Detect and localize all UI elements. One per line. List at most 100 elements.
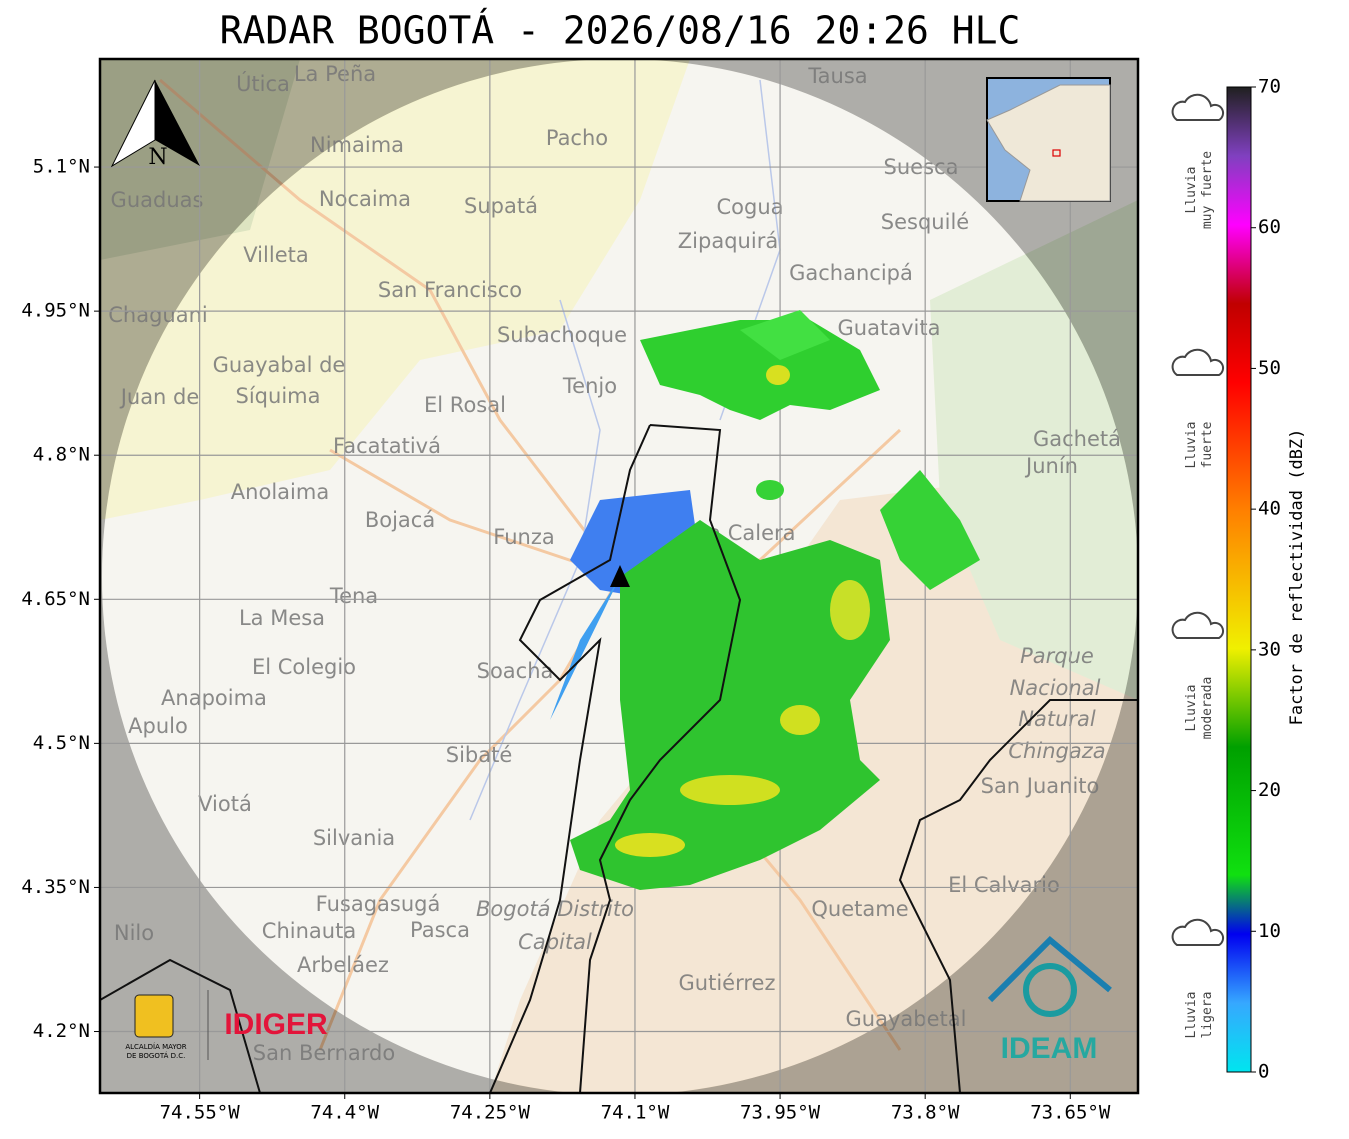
radar-site xyxy=(610,565,630,587)
colorbar xyxy=(1226,86,1252,1073)
place-label: Guatavita xyxy=(838,316,941,340)
grid xyxy=(100,59,1138,1093)
y-tick-label: 4.35°N xyxy=(21,876,90,898)
x-tick-label: 74.55°W xyxy=(160,1102,241,1124)
place-label: Chingaza xyxy=(1008,739,1105,763)
place-label: Facatativá xyxy=(333,434,441,458)
place-label: Junín xyxy=(1024,454,1078,478)
place-label: San Juanito xyxy=(981,774,1100,798)
colorbar-ticks: 0 10 20 30 40 50 60 70 xyxy=(1251,76,1281,1083)
x-tick-label: 74.1°W xyxy=(601,1102,670,1124)
place-label: Tausa xyxy=(807,64,867,88)
rain-class-label: fuerte xyxy=(1200,421,1215,468)
colorbar-tick-label: 20 xyxy=(1258,779,1281,801)
place-label: Gachancipá xyxy=(789,261,913,285)
place-label: Silvania xyxy=(313,826,395,850)
inset-map xyxy=(986,77,1111,202)
place-label: Chinauta xyxy=(262,919,356,943)
colorbar-tick-label: 70 xyxy=(1258,76,1281,98)
place-label: Subachoque xyxy=(497,323,627,347)
colorbar-label: Factor de reflectividad (dBZ) xyxy=(1287,429,1307,726)
place-label: Síquima xyxy=(236,384,321,408)
place-label: Nacional xyxy=(1010,676,1101,700)
place-label: El Colegio xyxy=(252,655,356,679)
place-label: Útica xyxy=(236,71,290,96)
place-label: Anapoima xyxy=(161,686,267,710)
colorbar-tick-label: 30 xyxy=(1258,638,1281,660)
place-label: Parque xyxy=(1020,644,1094,668)
place-label: San Bernardo xyxy=(253,1041,395,1065)
logo-ideam-text: IDEAM xyxy=(1001,1032,1098,1065)
logo-ideam: IDEAM xyxy=(987,935,1112,1065)
place-label: San Francisco xyxy=(378,278,522,302)
north-arrow: N xyxy=(110,79,200,170)
y-tick-label: 4.95°N xyxy=(21,300,90,322)
rain-class-label: Lluvia xyxy=(1184,167,1199,214)
place-label: Pacho xyxy=(546,126,608,150)
colorbar-tick-label: 0 xyxy=(1258,1061,1269,1083)
colorbar-tick-label: 60 xyxy=(1258,216,1281,238)
title: RADAR BOGOTÁ - 2026/08/16 20:26 HLC xyxy=(220,9,1021,53)
place-label: Guaduas xyxy=(111,188,204,212)
place-label: Guayabal de xyxy=(213,353,346,377)
rain-class-label: muy fuerte xyxy=(1200,151,1215,229)
rain-class-label: moderada xyxy=(1200,677,1215,740)
place-label: Guayabetal xyxy=(846,1007,967,1031)
logo-alcaldia: ALCALDÍA MAYOR DE BOGOTÁ D.C. IDIGER xyxy=(125,990,328,1060)
place-label: Tena xyxy=(329,584,378,608)
cloud-icon xyxy=(1171,611,1225,639)
place-label: La Mesa xyxy=(239,606,325,630)
plot-frame xyxy=(98,57,1140,1095)
place-label: Bojacá xyxy=(365,508,435,532)
x-tick-label: 74.25°W xyxy=(450,1102,531,1124)
rain-class-label: Lluvia xyxy=(1184,422,1199,469)
logo-idiger: IDIGER xyxy=(224,1008,328,1041)
place-label: La Peña xyxy=(294,62,376,86)
colorbar-tick-label: 10 xyxy=(1258,920,1281,942)
x-tick-label: 73.95°W xyxy=(740,1102,821,1124)
colorbar-tick-label: 50 xyxy=(1258,357,1281,379)
place-label: Supatá xyxy=(464,194,538,218)
x-tick-label: 74.4°W xyxy=(310,1102,379,1124)
place-label: Tenjo xyxy=(562,374,617,398)
place-label: Zipaquirá xyxy=(678,229,778,253)
place-label: Juan de xyxy=(119,385,200,409)
place-label: Gutiérrez xyxy=(679,971,776,995)
place-label: Nilo xyxy=(114,921,154,945)
y-tick-label: 5.1°N xyxy=(33,156,90,178)
rain-class-label: ligera xyxy=(1200,992,1215,1039)
place-label: Funza xyxy=(493,525,554,549)
logo-text: ALCALDÍA MAYOR xyxy=(125,1042,186,1051)
place-label: Apulo xyxy=(128,714,188,738)
place-label: Arbeláez xyxy=(297,953,389,977)
cloud-icon xyxy=(1171,348,1225,376)
place-label: Fusagasugá xyxy=(316,892,441,916)
logo-text: DE BOGOTÁ D.C. xyxy=(127,1051,186,1060)
place-label: Viotá xyxy=(198,792,252,816)
y-tick-label: 4.5°N xyxy=(33,732,90,754)
place-label: El Calvario xyxy=(948,873,1060,897)
place-label: Chaguani xyxy=(108,303,208,327)
y-tick-label: 4.8°N xyxy=(33,444,90,466)
place-label: El Rosal xyxy=(424,393,506,417)
place-label: Nimaima xyxy=(310,133,404,157)
cloud-icon xyxy=(1171,93,1225,121)
rain-class-label: Lluvia xyxy=(1184,685,1199,732)
colorbar-tick-label: 40 xyxy=(1258,498,1281,520)
place-label: Capital xyxy=(518,930,592,954)
place-label: Quetame xyxy=(811,897,908,921)
axes: 74.55°W 74.4°W 74.25°W 74.1°W 73.95°W 73.8°W 7… xyxy=(21,156,1111,1124)
place-label: Villeta xyxy=(243,243,308,267)
radar-echoes xyxy=(550,310,980,890)
place-label: Nocaima xyxy=(319,187,411,211)
north-label: N xyxy=(148,145,167,170)
y-tick-label: 4.65°N xyxy=(21,588,90,610)
place-label: Pasca xyxy=(410,918,470,942)
y-tick-label: 4.2°N xyxy=(33,1020,90,1042)
cloud-icon xyxy=(1171,918,1225,946)
place-label: Cogua xyxy=(716,195,783,219)
rain-class-label: Lluvia xyxy=(1184,992,1199,1039)
